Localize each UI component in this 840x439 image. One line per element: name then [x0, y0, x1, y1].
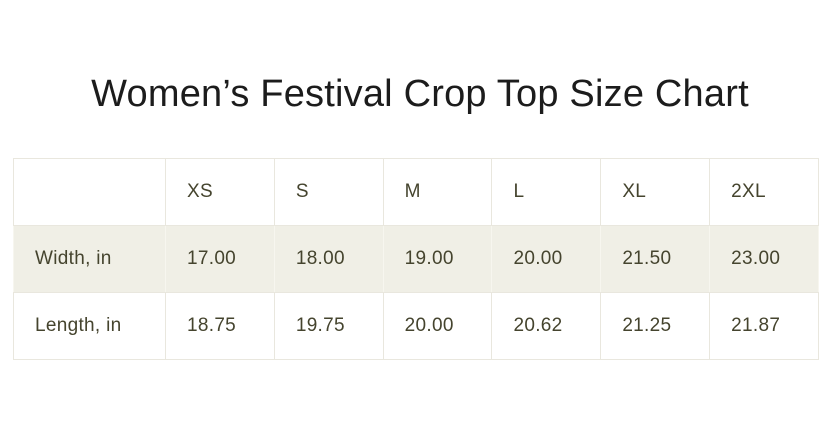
width-value-2xl: 23.00	[709, 225, 819, 293]
table-row-width: Width, in 17.00 18.00 19.00 20.00 21.50 …	[13, 225, 819, 293]
length-value-xs: 18.75	[165, 292, 275, 360]
header-cell-m: M	[382, 158, 493, 226]
length-value-m: 20.00	[382, 292, 493, 360]
header-cell-empty	[13, 158, 166, 226]
length-value-2xl: 21.87	[709, 292, 819, 360]
width-value-s: 18.00	[273, 225, 384, 293]
row-label-length: Length, in	[13, 292, 166, 360]
header-cell-l: L	[491, 158, 602, 226]
header-cell-2xl: 2XL	[709, 158, 819, 226]
page-title: Women’s Festival Crop Top Size Chart	[91, 73, 749, 115]
header-cell-xs: XS	[165, 158, 275, 226]
length-value-s: 19.75	[273, 292, 384, 360]
header-cell-xl: XL	[600, 158, 711, 226]
length-value-l: 20.62	[491, 292, 602, 360]
header-cell-s: S	[273, 158, 384, 226]
table-row-length: Length, in 18.75 19.75 20.00 20.62 21.25…	[13, 292, 819, 360]
width-value-xl: 21.50	[600, 225, 711, 293]
width-value-m: 19.00	[382, 225, 493, 293]
width-value-l: 20.00	[491, 225, 602, 293]
size-chart-header-row: XS S M L XL 2XL	[13, 158, 819, 226]
row-label-width: Width, in	[13, 225, 166, 293]
size-chart-table: XS S M L XL 2XL Width, in 17.00 18.00 19…	[13, 158, 819, 360]
length-value-xl: 21.25	[600, 292, 711, 360]
width-value-xs: 17.00	[165, 225, 275, 293]
